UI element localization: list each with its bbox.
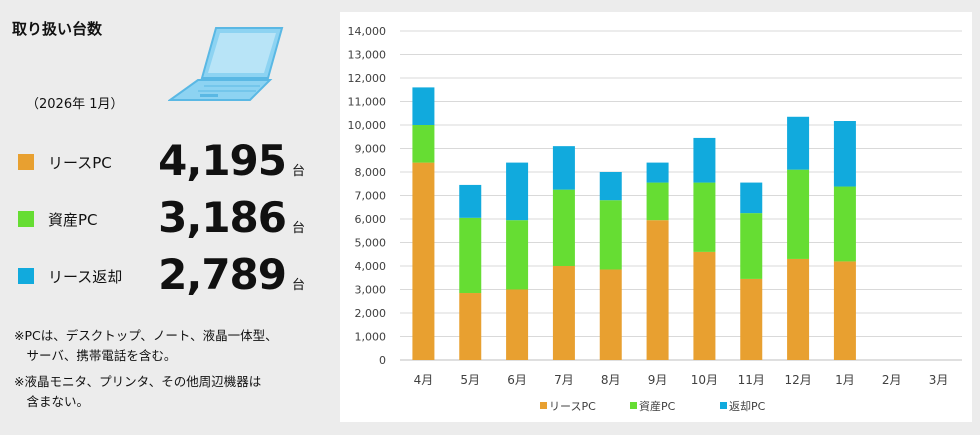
bar-segment bbox=[459, 217, 482, 294]
bar-segment bbox=[412, 87, 435, 125]
bar-segment bbox=[646, 162, 669, 183]
stat-value: 2,789 bbox=[158, 250, 287, 299]
legend-swatch bbox=[540, 402, 547, 409]
y-tick-label: 9,000 bbox=[355, 143, 387, 156]
legend-label: 資産PC bbox=[639, 400, 676, 413]
bar-segment bbox=[599, 269, 622, 360]
bar-segment bbox=[693, 137, 716, 183]
y-tick-label: 14,000 bbox=[348, 25, 387, 38]
x-tick-label: 12月 bbox=[784, 373, 811, 387]
y-tick-label: 8,000 bbox=[355, 166, 387, 179]
summary-panel: 取り扱い台数 （2026年 1月） リースPC 4,195 台 資産PC 3,1… bbox=[0, 0, 330, 435]
legend-swatch bbox=[720, 402, 727, 409]
lease-pc-swatch bbox=[18, 154, 34, 170]
bar-segment bbox=[646, 220, 669, 360]
x-tick-label: 3月 bbox=[929, 373, 949, 387]
y-tick-label: 4,000 bbox=[355, 260, 387, 273]
bar-segment bbox=[787, 116, 810, 170]
note-line: サーバ、携帯電話を含む。 bbox=[14, 348, 177, 363]
legend-swatch bbox=[630, 402, 637, 409]
y-tick-label: 3,000 bbox=[355, 284, 387, 297]
stat-unit: 台 bbox=[292, 221, 306, 236]
x-tick-label: 8月 bbox=[601, 373, 621, 387]
bar-segment bbox=[740, 278, 763, 360]
note-line: ※液晶モニタ、プリンタ、その他周辺機器は bbox=[14, 374, 262, 389]
bar-segment bbox=[552, 146, 575, 190]
x-tick-label: 5月 bbox=[460, 373, 480, 387]
x-tick-label: 11月 bbox=[738, 373, 765, 387]
bar-segment bbox=[833, 261, 856, 360]
stacked-bar-chart: 0 1,000 2,000 3,000 4,000 5,000 6,000 7,000 8,00… bbox=[348, 25, 962, 413]
y-tick-label: 6,000 bbox=[355, 213, 387, 226]
y-tick-label: 7,000 bbox=[355, 190, 387, 203]
report-date: （2026年 1月） bbox=[26, 97, 124, 112]
y-tick-label: 1,000 bbox=[355, 331, 387, 344]
y-tick-label: 10,000 bbox=[348, 119, 387, 132]
note-line: 含まない。 bbox=[14, 394, 90, 409]
stat-lease-return: リース返却 2,789 台 bbox=[0, 250, 330, 306]
bar-segment bbox=[599, 172, 622, 201]
bar-segment bbox=[412, 162, 435, 360]
note-line: ※PCは、デスクトップ、ノート、液晶一体型、 bbox=[14, 328, 278, 343]
y-tick-label: 0 bbox=[379, 354, 386, 367]
stat-value: 3,186 bbox=[158, 193, 287, 242]
x-tick-label: 2月 bbox=[882, 373, 902, 387]
bar-segment bbox=[506, 289, 529, 360]
x-tick-label: 4月 bbox=[414, 373, 434, 387]
stat-unit: 台 bbox=[292, 164, 306, 179]
bar-segment bbox=[787, 258, 810, 360]
bar-segment bbox=[506, 220, 529, 290]
stat-label: リースPC bbox=[48, 154, 112, 172]
bar-segment bbox=[459, 184, 482, 218]
chart-panel: 0 1,000 2,000 3,000 4,000 5,000 6,000 7,000 8,00… bbox=[340, 12, 972, 422]
bar-segment bbox=[646, 182, 669, 221]
stat-label: 資産PC bbox=[48, 211, 98, 229]
bar-segment bbox=[506, 162, 529, 221]
bar-segment bbox=[740, 182, 763, 214]
y-tick-label: 13,000 bbox=[348, 49, 387, 62]
stat-unit: 台 bbox=[292, 278, 306, 293]
asset-pc-swatch bbox=[18, 211, 34, 227]
y-tick-label: 11,000 bbox=[348, 96, 387, 109]
stat-asset-pc: 資産PC 3,186 台 bbox=[0, 193, 330, 249]
bar-segment bbox=[599, 200, 622, 270]
x-tick-label: 1月 bbox=[835, 373, 855, 387]
page-title: 取り扱い台数 bbox=[12, 20, 103, 38]
legend-label: 返却PC bbox=[729, 400, 766, 413]
bar-segment bbox=[693, 251, 716, 360]
bar-segment bbox=[552, 189, 575, 266]
stat-value: 4,195 bbox=[158, 136, 287, 185]
x-tick-label: 6月 bbox=[507, 373, 527, 387]
bar-segment bbox=[833, 186, 856, 262]
bar-segment bbox=[740, 213, 763, 279]
y-tick-label: 5,000 bbox=[355, 237, 387, 250]
x-tick-label: 9月 bbox=[648, 373, 668, 387]
x-tick-label: 10月 bbox=[691, 373, 718, 387]
bar-segment bbox=[459, 293, 482, 360]
stat-lease-pc: リースPC 4,195 台 bbox=[0, 136, 330, 192]
y-tick-label: 2,000 bbox=[355, 307, 387, 320]
x-tick-label: 7月 bbox=[554, 373, 574, 387]
laptop-icon bbox=[168, 27, 284, 101]
lease-return-swatch bbox=[18, 268, 34, 284]
y-tick-label: 12,000 bbox=[348, 72, 387, 85]
stat-label: リース返却 bbox=[48, 268, 123, 286]
bar-segment bbox=[693, 182, 716, 252]
bar-segment bbox=[833, 121, 856, 187]
bar-segment bbox=[412, 125, 435, 163]
legend-label: リースPC bbox=[549, 400, 596, 413]
bar-segment bbox=[787, 169, 810, 259]
bar-segment bbox=[552, 266, 575, 360]
